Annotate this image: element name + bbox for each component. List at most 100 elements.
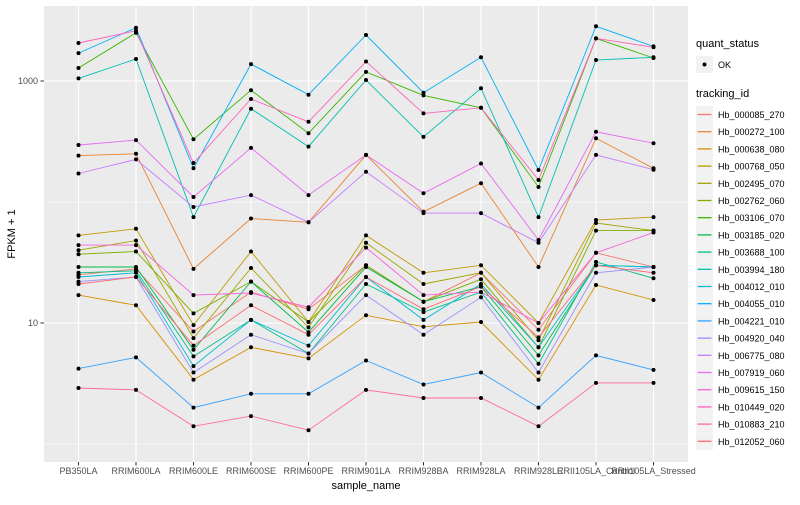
data-point — [364, 265, 368, 269]
data-point — [76, 270, 81, 275]
data-point — [479, 295, 483, 300]
data-point — [421, 293, 426, 298]
data-point — [191, 323, 196, 328]
data-point — [249, 279, 253, 284]
data-point — [134, 226, 138, 231]
legend-label: Hb_003994_180 — [718, 265, 785, 275]
data-point — [594, 136, 598, 141]
legend-label: Hb_003106_070 — [718, 213, 785, 223]
data-point — [191, 424, 196, 429]
data-point — [364, 33, 368, 37]
data-point — [191, 347, 196, 352]
data-point — [249, 414, 253, 419]
data-point — [364, 69, 368, 74]
legend-item-Hb_004920_040: Hb_004920_040 — [696, 329, 785, 347]
data-point — [134, 57, 138, 61]
legend-point-marker — [702, 62, 707, 67]
data-point — [536, 321, 541, 325]
x-tick-label: RRIM928LA — [456, 466, 505, 476]
data-point — [536, 338, 541, 343]
data-point — [479, 370, 483, 375]
data-point — [134, 275, 138, 279]
data-point — [191, 343, 196, 348]
data-point — [421, 90, 426, 95]
legend-label: Hb_006775_080 — [718, 351, 785, 361]
data-point — [421, 382, 426, 387]
data-point — [479, 55, 483, 60]
data-point — [536, 377, 541, 382]
legend-tracking-id: Hb_000085_270 Hb_000272_100 Hb_000638_080 H… — [696, 106, 785, 450]
legend-label: Hb_010449_020 — [718, 402, 785, 412]
data-point — [594, 58, 598, 62]
data-point — [479, 105, 483, 110]
data-point — [364, 78, 368, 82]
x-tick-label: RRIM901LA — [341, 466, 390, 476]
x-tick-label: RRIM600LA — [111, 466, 160, 476]
data-point — [249, 145, 253, 150]
x-tick-label: RRII105LA_Stressed — [611, 466, 696, 476]
legend-item-Hb_003185_020: Hb_003185_020 — [696, 226, 785, 244]
data-point — [306, 131, 311, 136]
data-point — [421, 307, 426, 312]
data-point — [364, 275, 368, 279]
data-point — [134, 249, 138, 254]
data-point — [191, 329, 196, 334]
legend-item-Hb_009615_150: Hb_009615_150 — [696, 381, 785, 399]
data-point — [536, 185, 541, 189]
data-point — [364, 358, 368, 363]
legend-item-Hb_006775_080: Hb_006775_080 — [696, 346, 785, 364]
data-point — [421, 282, 426, 286]
legend-label: Hb_000085_270 — [718, 110, 785, 120]
data-point — [594, 218, 598, 222]
data-point — [651, 298, 656, 302]
data-point — [651, 265, 656, 269]
data-point — [249, 303, 253, 308]
data-point — [191, 370, 196, 375]
legend-label: Hb_010883_210 — [718, 420, 785, 430]
y-axis-title: FPKM + 1 — [6, 209, 18, 258]
data-point — [594, 283, 598, 287]
data-point — [421, 310, 426, 315]
data-point — [76, 66, 81, 70]
legend-item-Hb_003994_180: Hb_003994_180 — [696, 260, 785, 278]
x-tick-label: RRIM600LE — [169, 466, 218, 476]
legend-label: Hb_004221_010 — [718, 316, 785, 326]
data-point — [479, 320, 483, 324]
data-point — [651, 367, 656, 372]
legend-item-Hb_010449_020: Hb_010449_020 — [696, 398, 785, 416]
legend-label: Hb_000768_050 — [718, 162, 785, 172]
data-point — [134, 270, 138, 275]
data-point — [479, 161, 483, 166]
data-point — [191, 266, 196, 271]
data-point — [421, 396, 426, 400]
data-point — [421, 324, 426, 329]
legend-quant-status: OK — [696, 56, 731, 73]
data-point — [249, 216, 253, 221]
legend-title-tracking-id: tracking_id — [696, 88, 749, 100]
data-point — [191, 195, 196, 199]
data-point — [76, 76, 81, 81]
legend-label: Hb_012052_060 — [718, 437, 785, 447]
data-point — [134, 151, 138, 156]
legend-item-Hb_007919_060: Hb_007919_060 — [696, 364, 785, 381]
data-point — [536, 370, 541, 375]
data-point — [306, 220, 311, 225]
x-axis-title: sample_name — [331, 480, 400, 492]
legend-item-Hb_000768_050: Hb_000768_050 — [696, 157, 785, 175]
data-point — [249, 391, 253, 396]
data-point — [306, 428, 311, 433]
data-point — [306, 119, 311, 124]
data-point — [76, 233, 81, 238]
data-point — [536, 327, 541, 332]
data-point — [134, 157, 138, 162]
data-point — [191, 354, 196, 359]
data-point — [421, 332, 426, 337]
data-point — [191, 405, 196, 410]
plot-panel — [44, 6, 688, 462]
data-point — [249, 106, 253, 111]
legend-item-Hb_002762_060: Hb_002762_060 — [696, 192, 785, 209]
legend-label: Hb_003185_020 — [718, 230, 785, 240]
data-point — [76, 143, 81, 147]
data-point — [479, 181, 483, 186]
data-point — [536, 178, 541, 182]
